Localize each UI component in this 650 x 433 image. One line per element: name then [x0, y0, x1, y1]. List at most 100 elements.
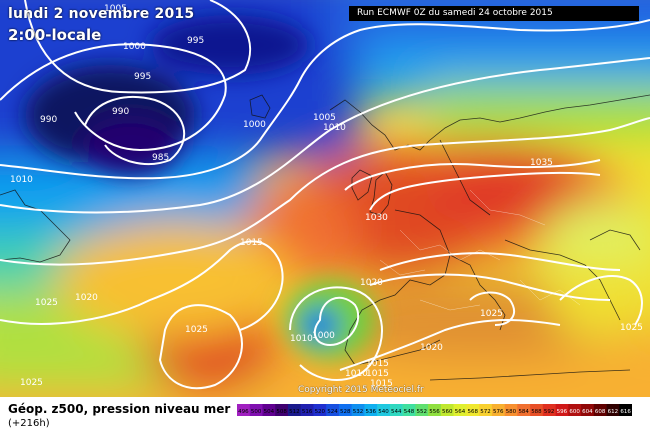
- isobar-label: 1035: [530, 158, 553, 168]
- isobar-label: 990: [40, 115, 57, 125]
- scale-swatch: [237, 404, 251, 416]
- isobar-labels: 1005100099599599099098510001005101010101…: [10, 4, 643, 389]
- scale-swatch: [555, 404, 569, 416]
- scale-swatch: [275, 404, 289, 416]
- scale-label: 524: [327, 409, 338, 415]
- scale-swatch: [351, 404, 365, 416]
- scale-swatch: [568, 404, 582, 416]
- scale-swatch: [364, 404, 378, 416]
- scale-swatch: [338, 404, 352, 416]
- color-scale-legend: 496 500 504 508 512 516 520 524 528 532 536 540 544 5…: [237, 404, 632, 416]
- scale-swatch: [262, 404, 276, 416]
- isobar-label: 1025: [185, 325, 208, 335]
- isobar-label: 1015: [366, 369, 389, 379]
- isobar-label: 1015: [240, 238, 263, 248]
- scale-swatch: [530, 404, 544, 416]
- scale-swatch: [542, 404, 556, 416]
- scale-label: 592: [544, 409, 555, 415]
- scale-swatch: [453, 404, 467, 416]
- scale-swatch: [313, 404, 327, 416]
- scale-label: 544: [391, 409, 402, 415]
- isobar-label: 1030: [365, 213, 388, 223]
- scale-swatch: [581, 404, 595, 416]
- isobar-lines: [0, 0, 650, 390]
- scale-swatch: [479, 404, 493, 416]
- isobar-label: 1010: [10, 175, 33, 185]
- scale-swatch: [440, 404, 454, 416]
- weather-map: 1005100099599599099098510001005101010101…: [0, 0, 650, 397]
- copyright: Copyright 2015 Meteociel.fr: [298, 385, 424, 395]
- scale-label: 596: [557, 409, 568, 415]
- scale-label: 600: [569, 409, 580, 415]
- scale-swatch: [326, 404, 340, 416]
- isobar-label: 1010: [290, 334, 313, 344]
- isobar-label: 1000: [123, 42, 146, 52]
- scale-swatch: [287, 404, 302, 416]
- scale-label: 532: [353, 409, 364, 415]
- scale-label: 508: [276, 409, 287, 415]
- scale-swatch: [517, 404, 531, 416]
- scale-label: 612: [608, 409, 619, 415]
- forecast-step: (+216h): [8, 418, 50, 429]
- isobar-label: 1015: [366, 359, 389, 369]
- isobar-label: 995: [134, 72, 151, 82]
- scale-swatch: [606, 404, 620, 416]
- scale-label: 588: [531, 409, 542, 415]
- isobar-label: 1005: [313, 113, 336, 123]
- scale-label: 536: [366, 409, 377, 415]
- scale-label: 528: [340, 409, 351, 415]
- scale-swatch: [428, 404, 442, 416]
- isobar-label: 985: [152, 153, 169, 163]
- scale-label: 604: [582, 409, 593, 415]
- scale-label: 500: [251, 409, 262, 415]
- run-info: Run ECMWF 0Z du samedi 24 octobre 2015: [349, 6, 639, 21]
- scale-swatch: [415, 404, 429, 416]
- isobar-label: 1000: [243, 120, 266, 130]
- isobar-label: 990: [112, 107, 129, 117]
- isobar-label: 1010: [323, 123, 346, 133]
- scale-swatch: [300, 404, 314, 416]
- isobar-label: 1020: [420, 343, 443, 353]
- isobar-label: 1000: [312, 331, 335, 341]
- scale-swatch: [377, 404, 391, 416]
- isobar-label: 1025: [20, 378, 43, 388]
- forecast-time: 2:00-locale: [8, 26, 102, 44]
- scale-label: 584: [518, 409, 529, 415]
- scale-label: 560: [442, 409, 453, 415]
- scale-label: 552: [417, 409, 428, 415]
- map-title: Géop. z500, pression niveau mer: [8, 402, 231, 416]
- scale-label: 580: [506, 409, 517, 415]
- scale-label: 556: [429, 409, 440, 415]
- scale-swatch: [249, 404, 263, 416]
- scale-swatch: [504, 404, 518, 416]
- scale-label: 548: [404, 409, 415, 415]
- scale-label: 516: [302, 409, 313, 415]
- scale-label: 540: [378, 409, 389, 415]
- isobar-label: 1005: [104, 4, 127, 14]
- isobar-label: 1025: [620, 323, 643, 333]
- isobar-label: 1020: [360, 278, 383, 288]
- scale-swatch: [389, 404, 403, 416]
- forecast-date: lundi 2 novembre 2015: [8, 6, 195, 22]
- isobar-label: 1025: [35, 298, 58, 308]
- isobar-label: 1020: [75, 293, 98, 303]
- isobar-label: 995: [187, 36, 204, 46]
- scale-label: 512: [289, 409, 300, 415]
- height-field: 1005100099599599099098510001005101010101…: [0, 0, 650, 397]
- scale-label: 576: [493, 409, 504, 415]
- scale-label: 496: [238, 409, 249, 415]
- scale-swatch: [619, 404, 632, 416]
- scale-swatch: [402, 404, 416, 416]
- scale-label: 520: [315, 409, 326, 415]
- scale-swatch: [491, 404, 505, 416]
- scale-label: 572: [480, 409, 491, 415]
- scale-label: 616: [620, 409, 631, 415]
- coastlines: [0, 94, 650, 381]
- scale-swatch: [466, 404, 480, 416]
- scale-label: 564: [455, 409, 466, 415]
- scale-swatch: [593, 404, 607, 416]
- scale-label: 504: [264, 409, 275, 415]
- scale-label: 608: [595, 409, 606, 415]
- scale-label: 568: [467, 409, 478, 415]
